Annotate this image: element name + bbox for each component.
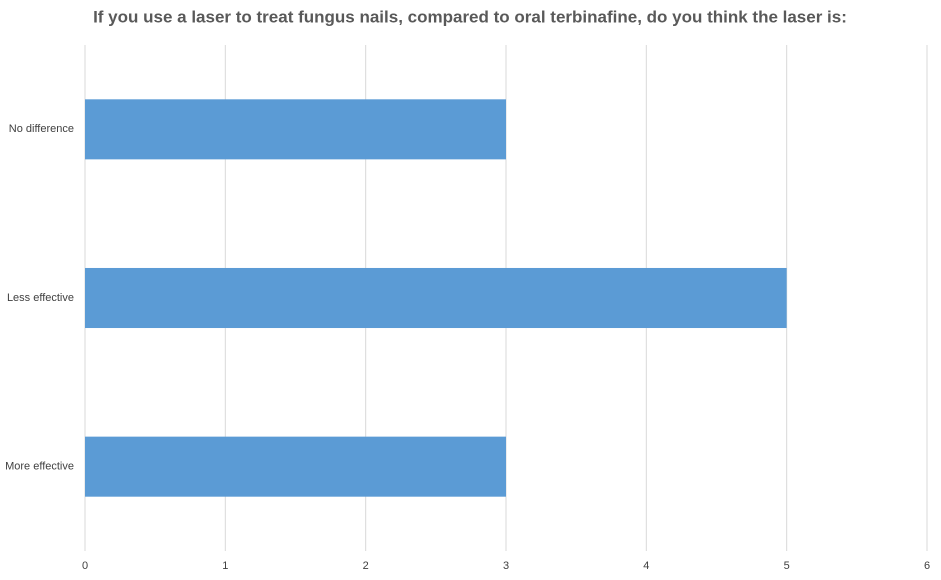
chart-title: If you use a laser to treat fungus nails… (93, 7, 847, 26)
y-tick-label: Less effective (7, 292, 74, 304)
bar (85, 436, 506, 497)
x-tick-label: 6 (924, 560, 930, 572)
bar (85, 267, 787, 329)
bar (85, 99, 506, 160)
x-tick-label: 3 (503, 560, 509, 572)
x-tick-label: 4 (643, 560, 649, 572)
y-tick-label: More effective (5, 461, 74, 473)
x-tick-label: 5 (784, 560, 790, 572)
x-tick-label: 2 (363, 560, 369, 572)
y-tick-label: No difference (9, 123, 74, 135)
x-tick-label: 0 (82, 560, 88, 572)
x-tick-label: 1 (222, 560, 228, 572)
